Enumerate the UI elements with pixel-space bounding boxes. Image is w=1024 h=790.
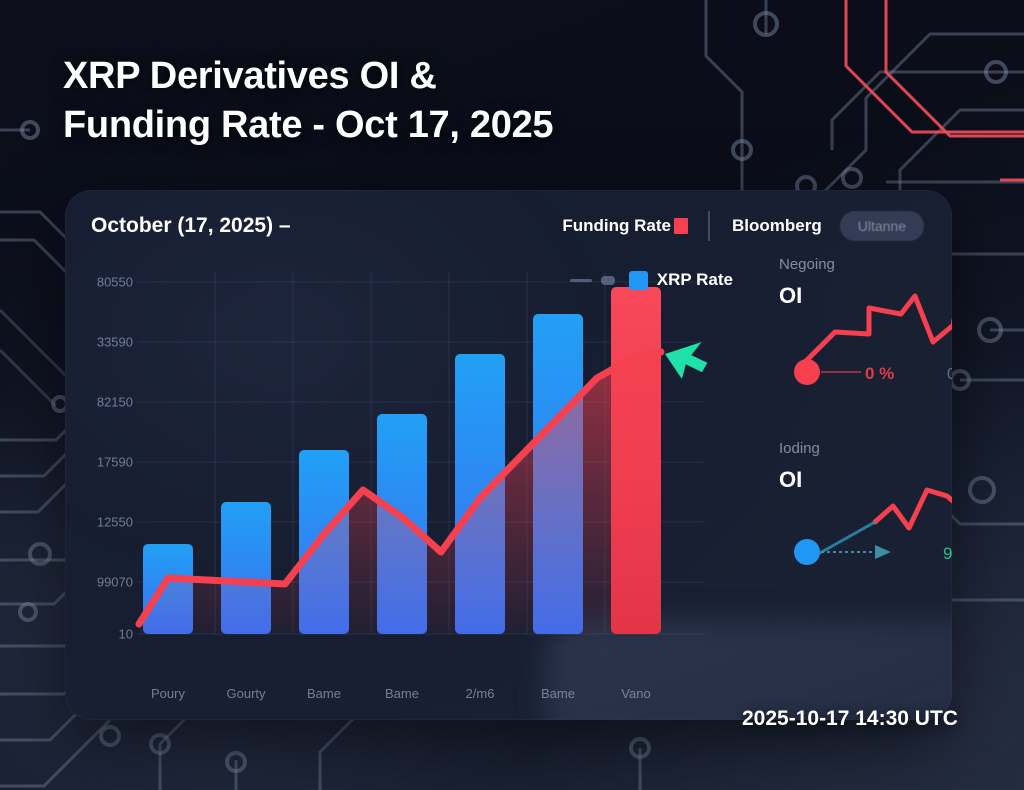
card-background-blob — [545, 620, 952, 720]
oi-delta-row-2: 9, — [794, 539, 952, 565]
chart-svg — [135, 272, 708, 635]
side-block-metric: OI — [779, 283, 803, 308]
oi-delta-row-1: 0 % 0 — [794, 359, 952, 385]
x-tick: Bame — [541, 686, 575, 701]
side-block-label: Negoing — [779, 256, 835, 273]
legend-dash-icon — [569, 278, 592, 282]
page-title: XRP Derivatives OI & Funding Rate - Oct … — [63, 52, 703, 149]
chart-plot-area: 80550 33590 82150 17590 12550 99070 10 P… — [65, 262, 733, 720]
y-tick: 80550 — [96, 274, 133, 290]
header-divider — [708, 211, 710, 241]
y-tick: 17590 — [96, 454, 133, 470]
y-tick: 33590 — [96, 334, 133, 350]
header-action-pill[interactable]: Ultanne — [839, 211, 924, 241]
cursor-arrow-icon — [665, 342, 708, 379]
y-axis: 80550 33590 82150 17590 12550 99070 10 — [65, 262, 133, 720]
y-tick: 12550 — [96, 514, 133, 530]
x-tick: Vano — [621, 686, 651, 701]
card-date-range: October (17, 2025) – — [91, 214, 291, 237]
side-block-oi-negoing: Negoing OI 0 % 0 — [779, 256, 952, 385]
x-tick: Gourty — [226, 686, 266, 701]
legend-color-swatch — [628, 270, 648, 290]
funding-rate-area — [139, 352, 661, 634]
x-axis: Poury Gourty Bame Bame 2/m6 Bame Vano — [65, 686, 725, 706]
page-title-line-1: XRP Derivatives OI & — [63, 55, 437, 97]
y-tick: 10 — [118, 626, 133, 642]
x-tick: Poury — [151, 686, 185, 701]
svg-text:0: 0 — [947, 366, 952, 383]
x-tick: Bame — [385, 686, 419, 701]
oi-sparkline-1 — [802, 293, 952, 365]
data-source-label: Bloomberg — [732, 216, 822, 235]
side-block-oi-ioding: Ioding OI 9, — [779, 440, 952, 565]
legend-chip-icon — [600, 275, 615, 285]
funding-rate-label: Funding Rate — [562, 216, 671, 235]
card-header: October (17, 2025) – Funding Rate Bloomb… — [65, 190, 952, 262]
footer-timestamp: 2025-10-17 14:30 UTC — [742, 707, 958, 730]
chart-legend: XRP Rate — [569, 270, 733, 290]
funding-rate-color-swatch — [674, 218, 688, 234]
legend-label: XRP Rate — [656, 270, 733, 289]
side-block-metric: OI — [779, 467, 803, 492]
svg-text:0 %: 0 % — [865, 364, 894, 383]
dashboard-card: October (17, 2025) – Funding Rate Bloomb… — [65, 190, 952, 720]
funding-rate-line — [135, 348, 665, 628]
x-tick: 2/m6 — [465, 686, 495, 701]
y-tick: 99070 — [96, 574, 133, 590]
side-block-label: Ioding — [779, 440, 820, 457]
x-tick: Bame — [307, 686, 341, 701]
y-tick: 82150 — [96, 394, 133, 410]
svg-text:9,: 9, — [943, 544, 952, 563]
side-panel: Negoing OI 0 % 0 Ioding OI — [779, 256, 952, 716]
page-title-line-2: Funding Rate - Oct 17, 2025 — [63, 103, 554, 146]
